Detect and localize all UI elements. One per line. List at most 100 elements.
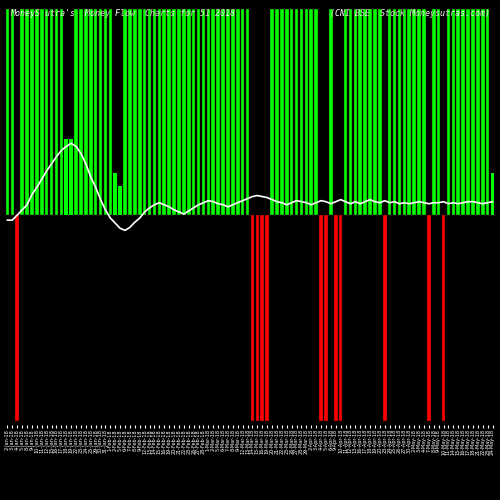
Bar (158, 9, 161, 215)
Bar (456, 9, 460, 215)
Bar (334, 215, 338, 421)
Bar (74, 9, 78, 215)
Bar (388, 9, 392, 215)
Bar (192, 9, 196, 215)
Bar (241, 9, 244, 215)
Bar (471, 9, 475, 215)
Bar (339, 215, 342, 421)
Bar (172, 9, 176, 215)
Bar (266, 215, 269, 421)
Bar (212, 9, 215, 215)
Bar (10, 9, 14, 215)
Bar (324, 215, 328, 421)
Bar (398, 9, 402, 215)
Bar (60, 9, 63, 215)
Bar (364, 9, 367, 215)
Text: (CNI BSE  Stock Moneysutras.com): (CNI BSE Stock Moneysutras.com) (330, 9, 490, 18)
Bar (89, 9, 92, 215)
Bar (143, 9, 146, 215)
Bar (310, 9, 313, 215)
Bar (172, 9, 176, 215)
Bar (476, 9, 480, 215)
Bar (481, 9, 484, 215)
Bar (358, 9, 362, 215)
Bar (304, 9, 308, 215)
Bar (206, 9, 210, 215)
Bar (392, 9, 396, 215)
Bar (152, 9, 156, 215)
Bar (300, 9, 304, 215)
Bar (481, 9, 484, 215)
Bar (182, 9, 186, 215)
Bar (94, 9, 98, 215)
Bar (471, 9, 475, 215)
Bar (138, 9, 141, 215)
Bar (339, 215, 342, 421)
Bar (344, 9, 347, 215)
Bar (319, 215, 323, 421)
Bar (294, 9, 298, 215)
Bar (192, 9, 196, 215)
Bar (108, 9, 112, 215)
Bar (148, 9, 152, 215)
Bar (329, 9, 332, 215)
Bar (314, 9, 318, 215)
Bar (236, 9, 240, 215)
Bar (260, 215, 264, 421)
Bar (324, 215, 328, 421)
Bar (94, 9, 98, 215)
Bar (412, 9, 416, 215)
Bar (16, 215, 19, 421)
Bar (398, 9, 402, 215)
Bar (6, 9, 10, 215)
Bar (348, 9, 352, 215)
Bar (206, 9, 210, 215)
Bar (402, 9, 406, 215)
Bar (417, 9, 421, 215)
Bar (196, 9, 200, 215)
Bar (79, 9, 83, 215)
Bar (285, 9, 288, 215)
Bar (452, 9, 455, 215)
Bar (427, 215, 430, 421)
Bar (108, 9, 112, 215)
Bar (162, 9, 166, 215)
Bar (408, 9, 411, 215)
Bar (462, 9, 465, 215)
Bar (118, 186, 122, 215)
Bar (133, 9, 136, 215)
Bar (280, 9, 283, 215)
Bar (437, 9, 440, 215)
Bar (30, 9, 34, 215)
Bar (6, 9, 10, 215)
Bar (212, 9, 215, 215)
Bar (368, 9, 372, 215)
Bar (20, 9, 24, 215)
Bar (70, 140, 73, 215)
Bar (437, 9, 440, 215)
Bar (158, 9, 161, 215)
Bar (256, 215, 259, 421)
Bar (462, 9, 465, 215)
Bar (168, 9, 171, 215)
Bar (422, 9, 426, 215)
Bar (275, 9, 279, 215)
Bar (10, 9, 14, 215)
Bar (104, 9, 108, 215)
Bar (466, 9, 470, 215)
Bar (98, 9, 102, 215)
Bar (98, 9, 102, 215)
Bar (290, 9, 294, 215)
Bar (348, 9, 352, 215)
Bar (221, 9, 225, 215)
Bar (30, 9, 34, 215)
Bar (152, 9, 156, 215)
Bar (412, 9, 416, 215)
Bar (378, 9, 382, 215)
Bar (226, 9, 230, 215)
Bar (40, 9, 43, 215)
Bar (452, 9, 455, 215)
Bar (456, 9, 460, 215)
Bar (373, 9, 377, 215)
Bar (270, 9, 274, 215)
